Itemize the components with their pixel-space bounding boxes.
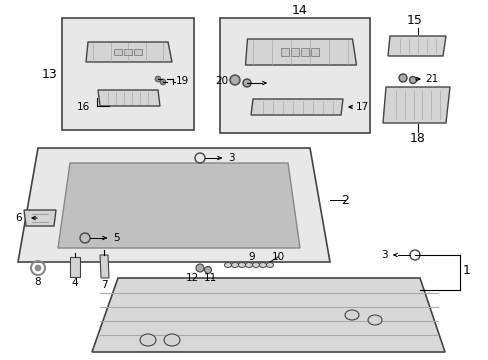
Text: 7: 7 bbox=[101, 280, 107, 290]
Circle shape bbox=[35, 265, 41, 271]
Ellipse shape bbox=[231, 262, 238, 267]
Circle shape bbox=[196, 264, 203, 272]
Circle shape bbox=[243, 79, 250, 87]
Ellipse shape bbox=[367, 315, 381, 325]
Ellipse shape bbox=[245, 262, 252, 267]
Text: 6: 6 bbox=[15, 213, 22, 223]
Text: 17: 17 bbox=[355, 102, 368, 112]
Bar bbox=[124, 49, 132, 55]
Bar bbox=[290, 48, 298, 56]
Text: 16: 16 bbox=[77, 102, 90, 112]
Polygon shape bbox=[70, 257, 80, 277]
Text: 15: 15 bbox=[406, 13, 422, 27]
Bar bbox=[134, 49, 142, 55]
Polygon shape bbox=[250, 99, 342, 115]
Bar bbox=[62, 18, 194, 130]
Circle shape bbox=[408, 77, 416, 84]
Text: 9: 9 bbox=[248, 252, 255, 262]
Polygon shape bbox=[58, 163, 299, 248]
Bar bbox=[310, 48, 318, 56]
Ellipse shape bbox=[238, 262, 245, 267]
Polygon shape bbox=[24, 210, 56, 226]
Text: 20: 20 bbox=[214, 76, 227, 86]
Text: 5: 5 bbox=[112, 233, 119, 243]
Text: 3: 3 bbox=[227, 153, 234, 163]
Text: 12: 12 bbox=[185, 273, 198, 283]
Text: 10: 10 bbox=[271, 252, 284, 262]
Polygon shape bbox=[18, 148, 329, 262]
Text: 4: 4 bbox=[72, 278, 78, 288]
Ellipse shape bbox=[163, 334, 180, 346]
Ellipse shape bbox=[140, 334, 156, 346]
Ellipse shape bbox=[252, 262, 259, 267]
Text: 14: 14 bbox=[291, 4, 307, 17]
Text: 19: 19 bbox=[175, 76, 188, 86]
Ellipse shape bbox=[224, 262, 231, 267]
Text: 13: 13 bbox=[42, 68, 58, 81]
Text: 8: 8 bbox=[35, 277, 41, 287]
Polygon shape bbox=[100, 255, 109, 278]
Bar bbox=[301, 48, 308, 56]
Text: 3: 3 bbox=[380, 250, 386, 260]
Circle shape bbox=[398, 74, 406, 82]
Bar bbox=[114, 49, 122, 55]
Polygon shape bbox=[86, 42, 172, 62]
Polygon shape bbox=[92, 278, 444, 352]
Text: 21: 21 bbox=[425, 74, 438, 84]
Polygon shape bbox=[98, 90, 160, 106]
Bar bbox=[220, 18, 369, 133]
Text: 2: 2 bbox=[340, 194, 348, 207]
Circle shape bbox=[160, 79, 165, 85]
Text: 11: 11 bbox=[203, 273, 216, 283]
Circle shape bbox=[204, 266, 211, 274]
Text: 18: 18 bbox=[409, 132, 425, 145]
Ellipse shape bbox=[266, 262, 273, 267]
Circle shape bbox=[229, 75, 240, 85]
Ellipse shape bbox=[345, 310, 358, 320]
Bar bbox=[281, 48, 288, 56]
Polygon shape bbox=[382, 87, 449, 123]
Circle shape bbox=[155, 76, 161, 82]
Text: 1: 1 bbox=[462, 264, 470, 276]
Polygon shape bbox=[387, 36, 445, 56]
Ellipse shape bbox=[259, 262, 266, 267]
Polygon shape bbox=[245, 39, 356, 65]
